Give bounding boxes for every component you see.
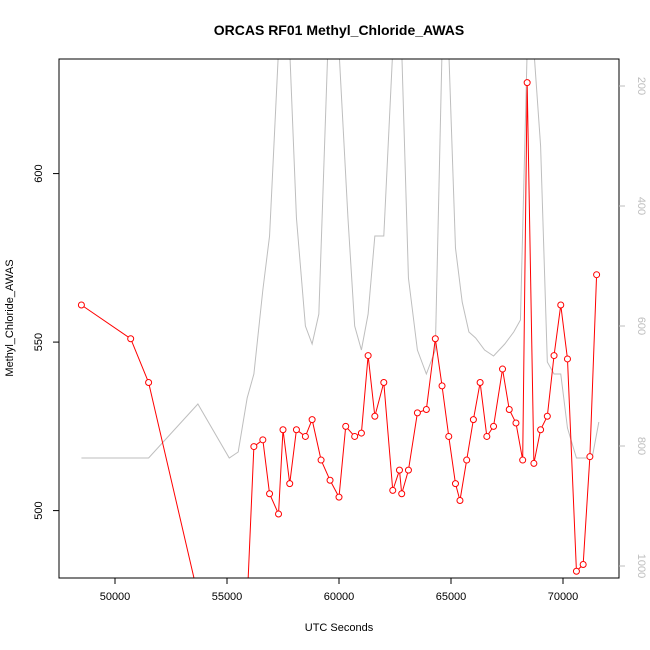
data-point — [463, 456, 471, 464]
y-tick-label: 550 — [33, 333, 45, 351]
data-point — [483, 432, 491, 440]
data-point — [499, 365, 507, 373]
data-point — [395, 466, 403, 474]
data-point — [523, 79, 531, 87]
y2-tick-label: 1000 — [635, 554, 647, 578]
data-point — [563, 355, 571, 363]
x-axis: 50000 55000 60000 65000 70000 — [100, 578, 579, 603]
y-tick-label: 500 — [33, 501, 45, 519]
data-point — [301, 432, 309, 440]
series-line-secondary — [81, 59, 600, 459]
data-point — [259, 436, 267, 444]
data-point — [422, 405, 430, 413]
data-point — [351, 432, 359, 440]
data-point — [335, 493, 343, 501]
data-point — [398, 490, 406, 498]
data-point — [286, 480, 294, 488]
x-tick-label: 50000 — [100, 591, 131, 603]
data-point — [127, 335, 135, 343]
data-point — [380, 379, 388, 387]
data-point — [404, 466, 412, 474]
data-point — [326, 476, 334, 484]
x-tick-label: 60000 — [324, 591, 355, 603]
data-point — [476, 379, 484, 387]
data-point — [275, 510, 283, 518]
data-point — [572, 567, 580, 575]
y-axis: 500 550 600 — [33, 164, 59, 520]
data-point — [490, 422, 498, 430]
data-point — [579, 561, 587, 569]
data-point — [279, 426, 287, 434]
y2-tick-label: 800 — [635, 437, 647, 455]
data-point — [586, 453, 594, 461]
data-point — [456, 496, 464, 504]
data-point — [557, 301, 565, 309]
data-point — [244, 599, 250, 605]
series-line-main — [81, 82, 598, 578]
data-point — [505, 405, 513, 413]
data-point — [431, 335, 439, 343]
series-layer — [77, 59, 601, 621]
data-point — [469, 416, 477, 424]
x-tick-label: 55000 — [212, 591, 243, 603]
data-point — [77, 301, 85, 309]
data-point — [537, 426, 545, 434]
data-point — [543, 412, 551, 420]
y-axis-label: Methyl_Chloride_AWAS — [4, 259, 16, 376]
chart-title: ORCAS RF01 Methyl_Chloride_AWAS — [214, 22, 465, 38]
data-point — [413, 409, 421, 417]
y2-axis-secondary: 200 400 600 800 1000 — [619, 77, 647, 578]
data-point — [519, 456, 527, 464]
data-point — [550, 352, 558, 360]
data-point — [292, 426, 300, 434]
data-point — [195, 592, 201, 598]
y-tick-label: 600 — [33, 164, 45, 182]
data-point — [389, 486, 397, 494]
data-point — [357, 429, 365, 437]
data-point — [451, 480, 459, 488]
data-point — [235, 615, 241, 621]
y2-tick-label: 600 — [635, 317, 647, 335]
x-tick-label: 65000 — [436, 591, 467, 603]
data-point — [438, 382, 446, 390]
data-point — [364, 352, 372, 360]
data-point — [371, 412, 379, 420]
data-point — [530, 459, 538, 467]
data-point — [512, 419, 520, 427]
data-point — [308, 416, 316, 424]
data-point — [317, 456, 325, 464]
data-point — [250, 443, 258, 451]
data-point — [342, 422, 350, 430]
x-tick-label: 70000 — [548, 591, 579, 603]
y2-tick-label: 200 — [635, 77, 647, 95]
data-point — [445, 432, 453, 440]
y2-tick-label: 400 — [635, 197, 647, 215]
data-point — [593, 271, 601, 279]
data-point — [145, 379, 153, 387]
data-point — [266, 490, 274, 498]
x-axis-label: UTC Seconds — [305, 622, 374, 634]
